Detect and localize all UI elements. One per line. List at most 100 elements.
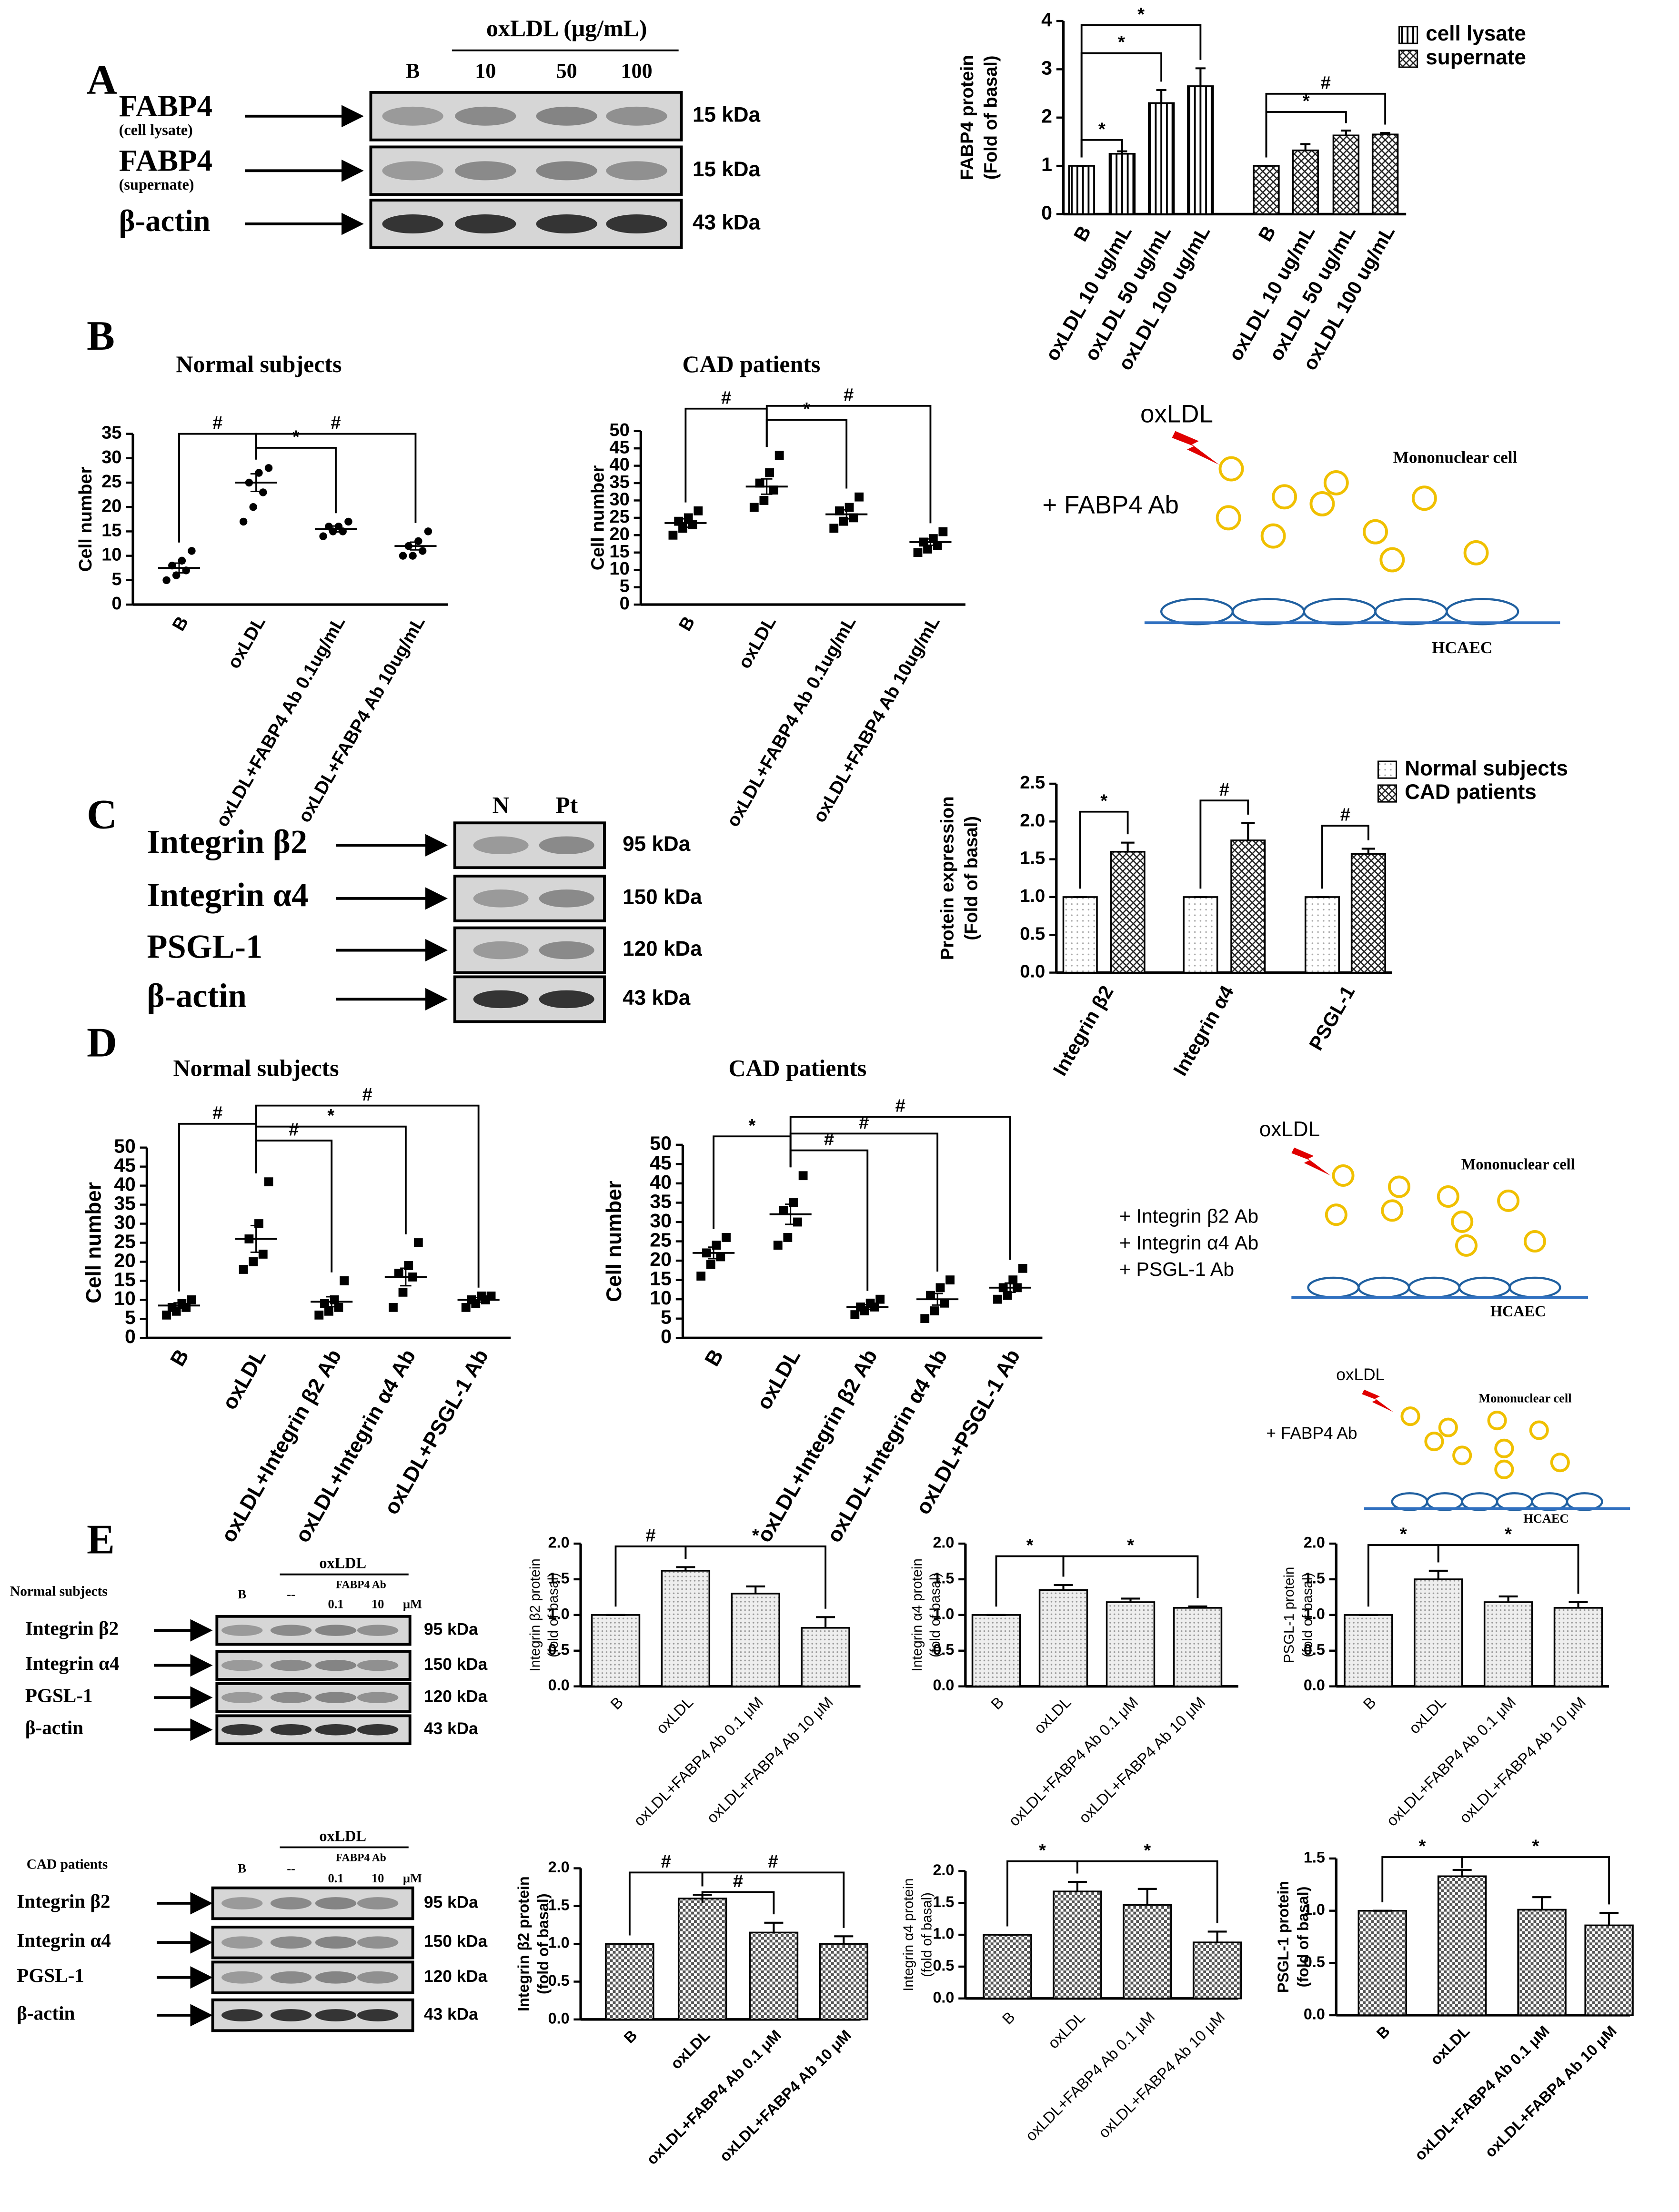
mononuclear-cell: [1529, 1420, 1549, 1440]
endothelial-cell: [1446, 598, 1519, 626]
x-tick-label: oxLDL+FABP4 Ab 10 μM: [1481, 2022, 1619, 2161]
mononuclear-cell: [1424, 1432, 1444, 1452]
bar: [1187, 85, 1214, 215]
y-axis-label: (fold of basal): [1299, 1573, 1315, 1657]
mononuclear-cell: [1323, 470, 1349, 495]
x-tick-label: Integrin β2: [1049, 982, 1118, 1080]
y-tick-label: 30: [114, 1211, 136, 1233]
x-tick-label: oxLDL+FABP4 Ab 0.1 μM: [1411, 2022, 1553, 2164]
blot-band: [606, 106, 667, 126]
mononuclear-cell: [1260, 523, 1286, 549]
error-bar: [676, 1566, 695, 1571]
y-tick-label: 2: [1041, 105, 1052, 127]
blot-band: [539, 836, 594, 855]
lane-label: 100: [621, 59, 653, 82]
significance-bracket: [1199, 799, 1249, 889]
y-tick-label: 0.5: [548, 1641, 570, 1658]
y-tick-label: 20: [609, 524, 629, 544]
blot-row-name: FABP4: [119, 143, 212, 178]
mononuclear-cell: [1309, 491, 1335, 516]
bar: [1230, 839, 1266, 974]
point: [930, 1306, 939, 1315]
y-tick-label: 2.0: [548, 1534, 570, 1551]
mononuclear-cell: [1363, 519, 1388, 545]
y-tick-label: 2.0: [1304, 1534, 1325, 1551]
legend-label: supernate: [1426, 46, 1526, 69]
y-tick-label: 45: [609, 437, 629, 457]
significance-label: #: [824, 1129, 834, 1150]
blot-box: [369, 91, 683, 141]
blot-size: 43 kDa: [623, 986, 691, 1010]
blot-band: [473, 836, 529, 855]
blot-box: [211, 1886, 414, 1920]
blot-row-name: Integrin β2: [147, 823, 307, 860]
blot-band: [221, 1897, 263, 1909]
bar: [677, 1898, 727, 2020]
error-bar: [1532, 1896, 1552, 1910]
chart-title: CAD patients: [683, 351, 821, 377]
significance-bracket: [1265, 111, 1347, 158]
error-bar: [1452, 1869, 1472, 1877]
point: [314, 1310, 324, 1320]
x-tick-label: B: [1360, 1694, 1379, 1713]
y-tick-label: 1.5: [1304, 1849, 1325, 1866]
point: [188, 547, 196, 555]
error-bar: [862, 1304, 873, 1310]
y-tick-label: 10: [609, 558, 629, 579]
blot-band: [221, 1971, 263, 1984]
point: [694, 506, 703, 515]
x-tick-label: B: [168, 613, 192, 634]
error-bar: [708, 1246, 719, 1260]
blot-row-sub: (cell lysate): [119, 121, 193, 139]
lane-label: --: [287, 1861, 295, 1876]
blot-size: 95 kDa: [424, 1620, 478, 1638]
error-bar: [932, 1293, 943, 1306]
y-tick-label: 0.0: [1304, 1677, 1325, 1694]
y-tick-label: 40: [650, 1171, 672, 1193]
y-tick-label: 0.5: [1020, 923, 1045, 944]
mononuclear-cell: [1438, 1417, 1458, 1437]
stimulus: oxLDL: [1259, 1118, 1320, 1141]
blot-band: [221, 2009, 263, 2021]
treatment: + FABP4 Ab: [1042, 491, 1179, 519]
point: [798, 1171, 808, 1181]
blot-row-name: β-actin: [119, 203, 211, 238]
chart-title: Normal subjects: [173, 1055, 339, 1081]
error-bar: [250, 473, 262, 492]
point: [1008, 1275, 1018, 1285]
blot-box: [215, 1615, 412, 1646]
significance-bracket: [255, 1104, 480, 1288]
y-axis-label: (fold of basal): [545, 1573, 561, 1657]
y-tick-label: 3: [1041, 57, 1052, 79]
blot-band: [221, 1625, 263, 1636]
blot-box: [211, 1960, 414, 1994]
point: [913, 548, 923, 557]
significance-bracket: [684, 407, 768, 503]
significance-label: *: [327, 1105, 334, 1126]
blot-band: [357, 1897, 399, 1909]
error-bar: [1067, 1881, 1087, 1892]
point: [344, 517, 352, 526]
blot-size: 150 kDa: [424, 1655, 488, 1674]
significance-bracket: [789, 1116, 1011, 1260]
blot-size: 15 kDa: [693, 158, 761, 181]
blot-row-sub: (supernate): [119, 176, 194, 193]
blot-row-name: PGSL-1: [25, 1685, 93, 1707]
significance-label: *: [1400, 1524, 1407, 1545]
y-tick-label: 0.0: [548, 1677, 570, 1694]
bar: [661, 1570, 711, 1687]
point: [413, 1238, 423, 1247]
stimulus: oxLDL: [1336, 1365, 1385, 1384]
bar: [1437, 1875, 1487, 2016]
y-tick-label: 0.5: [1304, 1953, 1325, 1970]
panel-label: B: [87, 313, 115, 359]
blot-size: 15 kDa: [693, 103, 761, 126]
y-tick-label: 10: [101, 545, 121, 565]
y-axis-label: PSGL-1 protein: [1281, 1567, 1297, 1663]
significance-label: *: [1098, 119, 1106, 139]
y-tick-label: 1.5: [933, 1569, 954, 1586]
y-tick-label: 2.0: [548, 1858, 570, 1876]
y-tick-label: 1.0: [933, 1925, 954, 1942]
point: [706, 1260, 715, 1269]
y-tick-label: 1.5: [1304, 1569, 1325, 1586]
